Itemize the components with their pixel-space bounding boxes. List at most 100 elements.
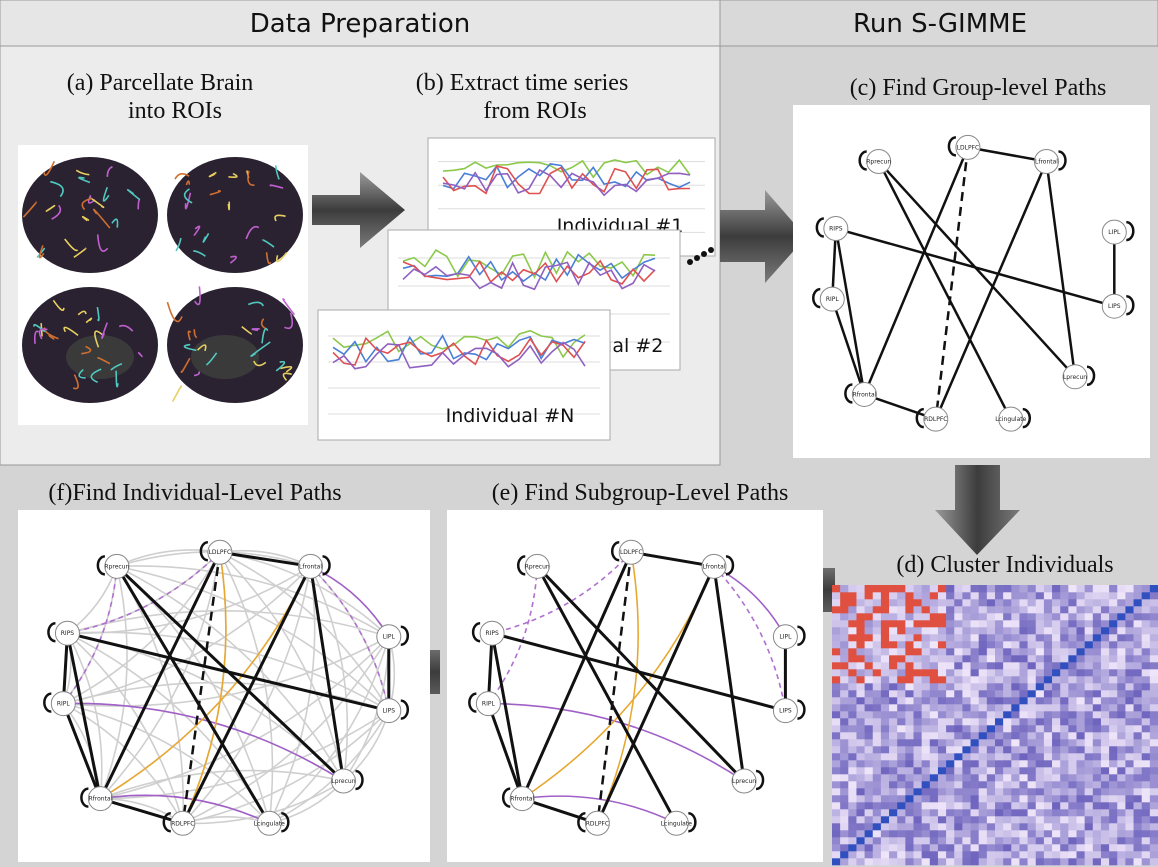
heatmap-cell <box>856 655 864 662</box>
heatmap-cell <box>865 837 873 844</box>
heatmap-cell <box>1068 844 1076 851</box>
heatmap-cell <box>922 711 930 718</box>
heatmap-cell <box>1142 627 1150 634</box>
heatmap-cell <box>889 676 897 683</box>
heatmap-cell <box>1117 662 1125 669</box>
heatmap-cell <box>1068 858 1076 865</box>
heatmap-cell <box>1101 585 1109 592</box>
heatmap-cell <box>922 627 930 634</box>
heatmap-cell <box>914 774 922 781</box>
heatmap-cell <box>1060 788 1068 795</box>
heatmap-cell <box>1125 585 1133 592</box>
heatmap-cell <box>954 606 962 613</box>
heatmap-cell <box>1003 809 1011 816</box>
heatmap-cell <box>889 704 897 711</box>
heatmap-cell <box>1134 774 1142 781</box>
heatmap-cell <box>995 718 1003 725</box>
heatmap-cell <box>914 753 922 760</box>
heatmap-cell <box>914 858 922 865</box>
heatmap-cell <box>856 809 864 816</box>
heatmap-cell <box>856 683 864 690</box>
heatmap-cell <box>1052 613 1060 620</box>
heatmap-cell <box>954 732 962 739</box>
heatmap-cell <box>1125 690 1133 697</box>
heatmap-cell <box>840 634 848 641</box>
heatmap-cell <box>946 760 954 767</box>
heatmap-cell <box>1068 851 1076 858</box>
heatmap-cell <box>848 648 856 655</box>
heatmap-cell <box>840 795 848 802</box>
heatmap-cell <box>1011 620 1019 627</box>
heatmap-cell <box>1019 641 1027 648</box>
heatmap-cell <box>881 613 889 620</box>
heatmap-cell <box>1052 634 1060 641</box>
heatmap-cell <box>832 858 840 865</box>
heatmap-cell <box>840 683 848 690</box>
node-label: Lfrontal <box>1035 158 1058 165</box>
heatmap-cell <box>962 816 970 823</box>
heatmap-cell <box>1109 767 1117 774</box>
heatmap-cell <box>1044 858 1052 865</box>
heatmap-cell <box>938 816 946 823</box>
heatmap-cell <box>1011 648 1019 655</box>
heatmap-cell <box>1085 704 1093 711</box>
heatmap-cell <box>1125 669 1133 676</box>
heatmap-cell <box>1028 690 1036 697</box>
heatmap-cell <box>856 816 864 823</box>
heatmap-cell <box>938 690 946 697</box>
heatmap-cell <box>1036 830 1044 837</box>
heatmap-cell <box>954 774 962 781</box>
heatmap-cell <box>987 823 995 830</box>
heatmap-cell <box>922 585 930 592</box>
heatmap-cell <box>930 662 938 669</box>
heatmap-cell <box>848 641 856 648</box>
heatmap-cell <box>881 599 889 606</box>
heatmap-cell <box>1077 592 1085 599</box>
heatmap-cell <box>971 837 979 844</box>
heatmap-cell <box>1117 627 1125 634</box>
heatmap-cell <box>856 676 864 683</box>
heatmap-cell <box>1036 802 1044 809</box>
heatmap-cell <box>971 592 979 599</box>
heatmap-cell <box>938 725 946 732</box>
heatmap-cell <box>1093 592 1101 599</box>
heatmap-cell <box>914 767 922 774</box>
heatmap-cell <box>1150 627 1158 634</box>
heatmap-cell <box>905 634 913 641</box>
heatmap-cell <box>897 802 905 809</box>
heatmap-cell <box>856 697 864 704</box>
heatmap-cell <box>1117 830 1125 837</box>
heatmap-cell <box>848 816 856 823</box>
heatmap-cell <box>1003 830 1011 837</box>
heatmap-cell <box>1052 851 1060 858</box>
heatmap-cell <box>897 809 905 816</box>
heatmap-cell <box>1085 795 1093 802</box>
heatmap-cell <box>873 725 881 732</box>
heatmap-cell <box>889 753 897 760</box>
heatmap-cell <box>1117 732 1125 739</box>
heatmap-cell <box>1085 690 1093 697</box>
heatmap-cell <box>1093 634 1101 641</box>
heatmap-cell <box>914 704 922 711</box>
heatmap-cell <box>897 690 905 697</box>
heatmap-cell <box>1125 788 1133 795</box>
heatmap-cell <box>914 760 922 767</box>
heatmap-cell <box>1068 704 1076 711</box>
heatmap-cell <box>1093 669 1101 676</box>
heatmap-cell <box>881 760 889 767</box>
node-label: RIPL <box>826 296 840 303</box>
heatmap-cell <box>1044 837 1052 844</box>
heatmap-cell <box>1109 725 1117 732</box>
heatmap-cell <box>1085 648 1093 655</box>
heatmap-cell <box>1036 697 1044 704</box>
heatmap-cell <box>1150 739 1158 746</box>
heatmap-cell <box>922 592 930 599</box>
heatmap-cell <box>856 739 864 746</box>
heatmap-cell <box>938 620 946 627</box>
heatmap-cell <box>873 718 881 725</box>
heatmap-cell <box>865 802 873 809</box>
heatmap-cell <box>1101 802 1109 809</box>
heatmap-cell <box>922 809 930 816</box>
heatmap-cell <box>848 725 856 732</box>
heatmap-cell <box>840 725 848 732</box>
